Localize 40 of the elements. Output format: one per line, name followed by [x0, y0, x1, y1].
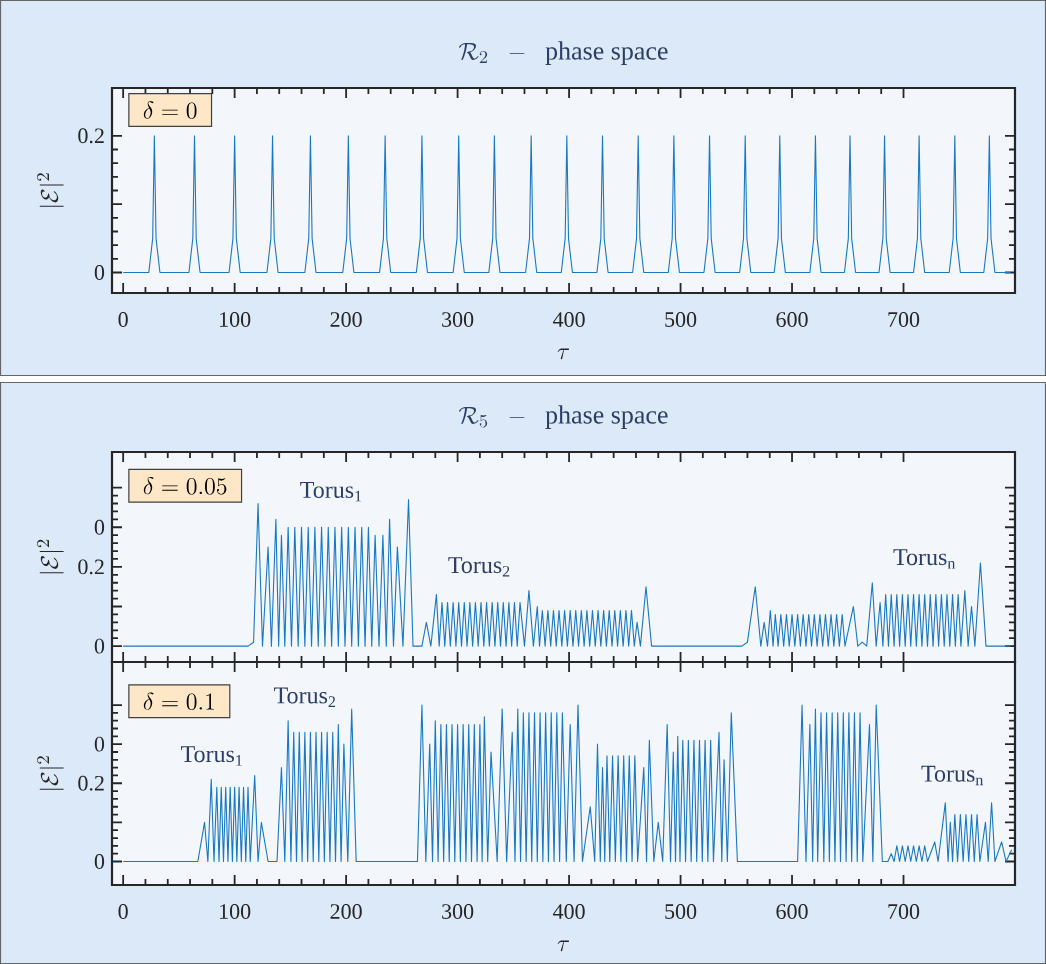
y-tick-label: 0.2	[78, 128, 104, 144]
x-tick-label: 500	[665, 904, 697, 919]
chart-title: $\mathcal{R}_2 \;\; - \;\; \mathrm{phase\ space}$	[458, 41, 668, 65]
y-tick-label: 0	[94, 854, 105, 869]
x-tick-label: 100	[220, 312, 251, 327]
y-tick-label: 0	[94, 736, 105, 752]
x-tick-label: 0	[118, 904, 128, 919]
y-tick-label: 0	[94, 265, 105, 280]
y-axis-title: $|\mathcal{E}|^2$	[37, 173, 64, 207]
y-tick-label: 0	[94, 638, 105, 654]
annotation: Torus$_{1}$	[300, 482, 362, 502]
x-tick-label: 600	[776, 904, 808, 919]
x-axis-title: $\tau$	[557, 348, 570, 360]
x-tick-label: 300	[442, 904, 474, 919]
x-tick-label: 200	[330, 312, 362, 327]
x-tick-label: 0	[118, 312, 128, 327]
annotation: Torus$_{1}$	[181, 746, 242, 766]
annotation: Torus$_{2}$	[448, 557, 510, 577]
x-tick-label: 700	[888, 904, 920, 919]
annotation: Torus$_{n}$	[893, 549, 956, 569]
x-tick-label: 100	[220, 904, 251, 919]
x-tick-label: 200	[330, 904, 362, 919]
x-tick-label: 400	[553, 312, 585, 327]
chart-title: $\mathcal{R}_5 \;\; - \;\; \mathrm{phase\ space}$	[458, 405, 668, 429]
x-tick-label: 600	[776, 312, 808, 327]
y-axis-title: $|\mathcal{E}|^2$	[37, 539, 64, 574]
x-tick-label: 400	[553, 904, 585, 919]
annotation: Torus$_{n}$	[921, 765, 984, 786]
y-tick-label: 0.2	[78, 559, 104, 575]
annotation: $\delta = 0$	[143, 101, 197, 119]
x-tick-label: 700	[888, 312, 920, 327]
x-axis-title: $\tau$	[557, 940, 570, 952]
x-tick-label: 300	[442, 312, 474, 327]
x-tick-label: 500	[665, 312, 697, 327]
annotation: $\delta = 0.05$	[143, 477, 227, 495]
y-tick-label: 0	[94, 519, 105, 535]
y-axis-title: $|\mathcal{E}|^2$	[37, 756, 64, 790]
annotation: $\delta = 0.1$	[143, 692, 214, 711]
annotation: Torus$_{2}$	[274, 687, 336, 707]
y-tick-label: 0.2	[78, 775, 104, 791]
